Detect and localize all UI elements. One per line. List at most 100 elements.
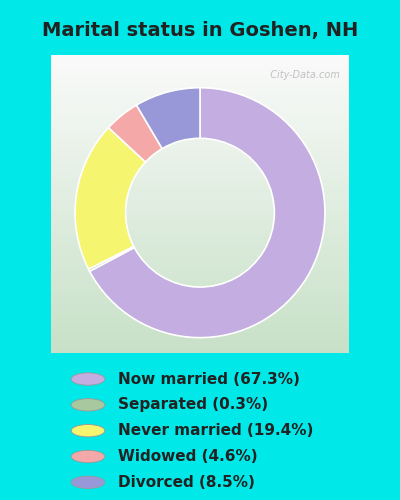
Bar bbox=[51, 78, 349, 80]
Bar bbox=[51, 256, 349, 258]
Bar bbox=[51, 114, 349, 117]
Bar bbox=[51, 310, 349, 313]
Bar bbox=[51, 340, 349, 342]
Bar bbox=[51, 316, 349, 318]
Bar bbox=[51, 303, 349, 306]
Bar bbox=[51, 159, 349, 162]
Wedge shape bbox=[75, 128, 146, 269]
Circle shape bbox=[71, 450, 105, 462]
Bar bbox=[51, 350, 349, 352]
Bar bbox=[51, 283, 349, 286]
Bar bbox=[51, 330, 349, 332]
Bar bbox=[51, 258, 349, 261]
Bar bbox=[51, 328, 349, 330]
Bar bbox=[51, 206, 349, 208]
Bar bbox=[51, 97, 349, 100]
Bar bbox=[51, 345, 349, 348]
Bar bbox=[51, 348, 349, 350]
Bar bbox=[51, 82, 349, 85]
Bar bbox=[51, 218, 349, 221]
Bar bbox=[51, 60, 349, 62]
Bar bbox=[51, 68, 349, 70]
Bar bbox=[51, 162, 349, 164]
Bar bbox=[51, 211, 349, 214]
Bar bbox=[51, 154, 349, 156]
Bar bbox=[51, 65, 349, 68]
Bar bbox=[51, 144, 349, 146]
Bar bbox=[51, 130, 349, 132]
Bar bbox=[51, 231, 349, 234]
Bar bbox=[51, 90, 349, 92]
Bar bbox=[51, 251, 349, 254]
Bar bbox=[51, 100, 349, 102]
Bar bbox=[51, 261, 349, 263]
Bar bbox=[51, 308, 349, 310]
Text: Now married (67.3%): Now married (67.3%) bbox=[118, 372, 300, 386]
Bar bbox=[51, 149, 349, 152]
Bar bbox=[51, 196, 349, 199]
Bar bbox=[51, 169, 349, 172]
Bar bbox=[51, 107, 349, 110]
Bar bbox=[51, 226, 349, 228]
Bar bbox=[51, 208, 349, 211]
Bar bbox=[51, 172, 349, 174]
Bar bbox=[51, 122, 349, 124]
Text: Divorced (8.5%): Divorced (8.5%) bbox=[118, 475, 255, 490]
Bar bbox=[51, 104, 349, 107]
Bar bbox=[51, 87, 349, 90]
Bar bbox=[51, 204, 349, 206]
Bar bbox=[51, 335, 349, 338]
Bar bbox=[51, 142, 349, 144]
Bar bbox=[51, 84, 349, 87]
Bar bbox=[51, 186, 349, 189]
Bar bbox=[51, 75, 349, 78]
Bar bbox=[51, 72, 349, 75]
Bar bbox=[51, 94, 349, 97]
Bar bbox=[51, 325, 349, 328]
Bar bbox=[51, 166, 349, 169]
Bar bbox=[51, 224, 349, 226]
Text: Widowed (4.6%): Widowed (4.6%) bbox=[118, 449, 258, 464]
Bar bbox=[51, 278, 349, 280]
Bar bbox=[51, 199, 349, 202]
Bar bbox=[51, 286, 349, 288]
Bar bbox=[51, 234, 349, 236]
Bar bbox=[51, 288, 349, 290]
Bar bbox=[51, 323, 349, 325]
Bar bbox=[51, 268, 349, 270]
Bar bbox=[51, 202, 349, 204]
Text: City-Data.com: City-Data.com bbox=[264, 70, 340, 80]
Bar bbox=[51, 62, 349, 65]
Bar bbox=[51, 296, 349, 298]
Bar bbox=[51, 70, 349, 72]
Bar bbox=[51, 238, 349, 241]
Bar bbox=[51, 55, 349, 58]
Bar bbox=[51, 306, 349, 308]
Bar bbox=[51, 298, 349, 300]
Bar bbox=[51, 120, 349, 122]
Bar bbox=[51, 174, 349, 176]
Bar bbox=[51, 184, 349, 186]
Bar bbox=[51, 290, 349, 293]
Bar bbox=[51, 246, 349, 248]
Bar bbox=[51, 270, 349, 273]
Bar bbox=[51, 124, 349, 127]
Wedge shape bbox=[90, 88, 325, 338]
Bar bbox=[51, 192, 349, 194]
Bar bbox=[51, 244, 349, 246]
Bar bbox=[51, 342, 349, 345]
Bar bbox=[51, 179, 349, 182]
Bar bbox=[51, 132, 349, 134]
Bar bbox=[51, 293, 349, 296]
Bar bbox=[51, 140, 349, 142]
Bar bbox=[51, 194, 349, 196]
Circle shape bbox=[71, 398, 105, 411]
Bar bbox=[51, 320, 349, 323]
Bar bbox=[51, 134, 349, 137]
Bar bbox=[51, 58, 349, 60]
Bar bbox=[51, 263, 349, 266]
Bar bbox=[51, 221, 349, 224]
Bar bbox=[51, 182, 349, 184]
Text: Separated (0.3%): Separated (0.3%) bbox=[118, 398, 268, 412]
Bar bbox=[51, 127, 349, 130]
